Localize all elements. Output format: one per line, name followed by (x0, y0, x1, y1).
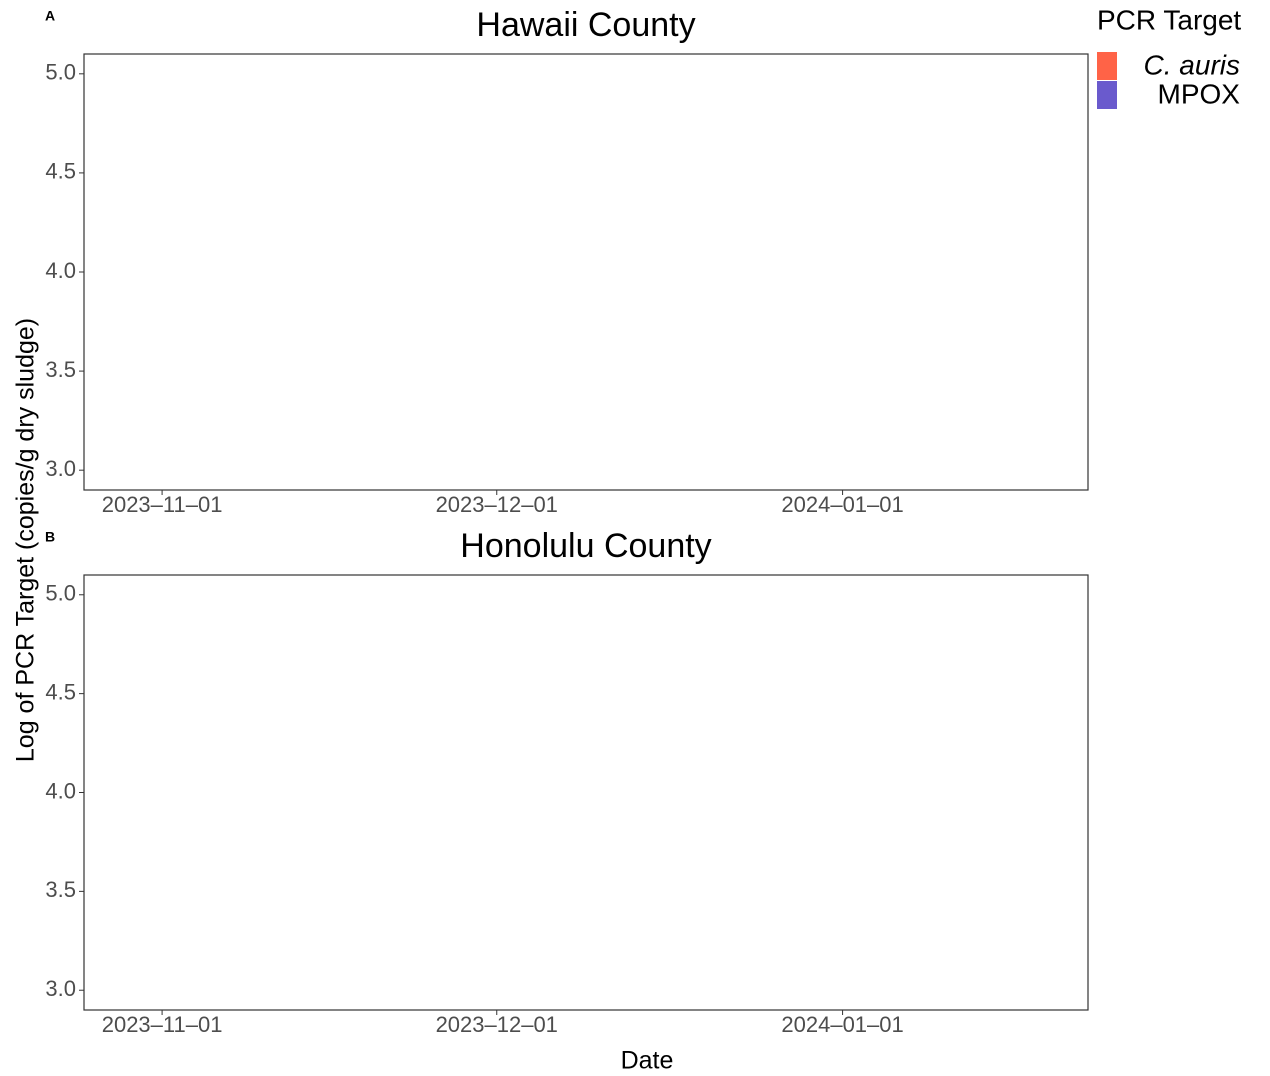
x-tick-label: 2023–11–01 (102, 492, 223, 517)
y-tick-label: 3.0 (45, 976, 76, 1001)
x-tick-label: 2024–01–01 (781, 492, 903, 517)
y-tick-label: 3.5 (45, 877, 76, 902)
chart-title: Honolulu County (460, 527, 711, 565)
x-tick-label: 2023–11–01 (102, 1012, 223, 1037)
x-tick-label: 2023–12–01 (436, 492, 558, 517)
y-tick-label: 4.0 (45, 778, 76, 803)
plot-border (83, 574, 1089, 1011)
plot-border (83, 53, 1089, 491)
y-tick-label: 3.0 (45, 456, 76, 481)
y-tick-label: 5.0 (45, 581, 76, 606)
y-axis-label: Log of PCR Target (copies/g dry sludge) (12, 318, 40, 762)
y-tick-label: 3.5 (45, 357, 76, 382)
legend-label: C. auris (1144, 49, 1240, 80)
y-tick-label: 4.0 (45, 258, 76, 283)
y-tick-label: 4.5 (45, 159, 76, 184)
panel-tag: A (45, 8, 55, 24)
x-axis-label: Date (621, 1047, 674, 1075)
panel-tag: B (45, 529, 55, 545)
chart-title: Hawaii County (476, 6, 695, 44)
legend-title: PCR Target (1097, 4, 1241, 35)
legend-key (1097, 81, 1117, 109)
y-tick-label: 4.5 (45, 679, 76, 704)
y-tick-label: 5.0 (45, 60, 76, 85)
x-tick-label: 2023–12–01 (436, 1012, 558, 1037)
legend-key (1097, 52, 1117, 80)
x-tick-label: 2024–01–01 (781, 1012, 903, 1037)
legend-label: MPOX (1158, 78, 1241, 109)
